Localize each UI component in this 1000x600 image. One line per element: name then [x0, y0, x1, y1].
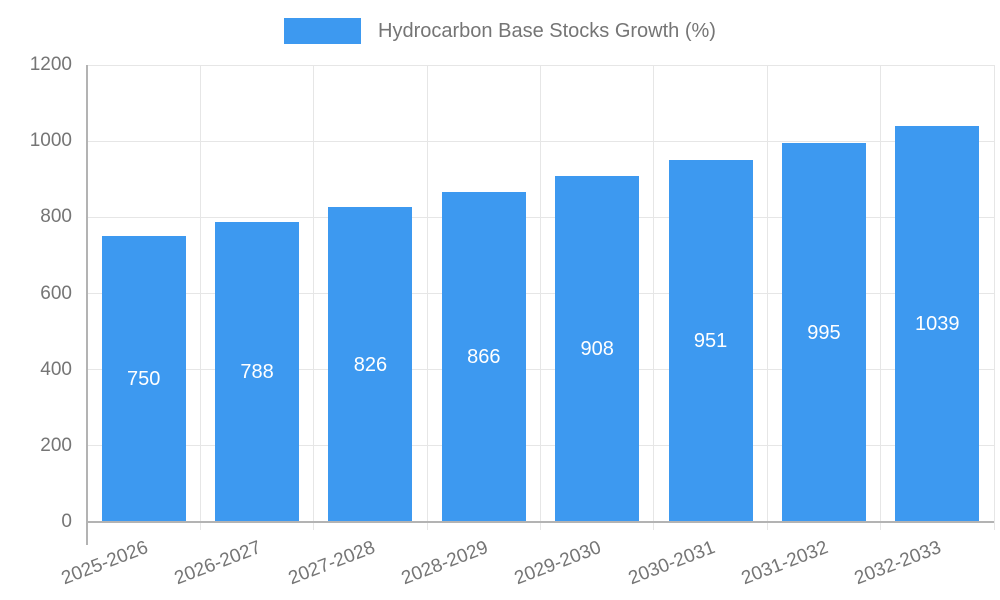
- bar[interactable]: 995: [781, 143, 866, 522]
- gridline-vertical: [199, 65, 201, 530]
- x-axis-tick-label: 2027-2028: [285, 537, 378, 590]
- x-axis-tick-label: 2032-2033: [852, 537, 945, 590]
- legend-label[interactable]: Hydrocarbon Base Stocks Growth (%): [378, 19, 716, 42]
- gridline-vertical: [653, 65, 655, 530]
- gridline-vertical: [540, 65, 541, 530]
- x-axis-line: [87, 521, 994, 523]
- x-axis-tick-label: 2029-2030: [511, 537, 605, 590]
- bar[interactable]: 788: [215, 221, 299, 522]
- gridline-vertical: [313, 65, 315, 530]
- bar[interactable]: 1039: [895, 126, 980, 522]
- y-axis-line: [86, 65, 88, 545]
- legend-swatch[interactable]: [284, 18, 362, 44]
- y-axis-tick-label: 1200: [29, 54, 72, 75]
- bar-value-label: 995: [807, 321, 841, 344]
- bar-value-label: 1039: [915, 313, 960, 336]
- bar-value-label: 866: [467, 346, 501, 369]
- y-axis-tick-label: 400: [40, 358, 72, 380]
- bar-value-label: 908: [580, 338, 614, 361]
- bar[interactable]: 826: [328, 207, 413, 522]
- bar-value-label: 750: [126, 368, 161, 391]
- x-axis-tick-label: 2028-2029: [398, 537, 491, 590]
- gridline-vertical: [993, 65, 995, 530]
- plot-area: 750 788 826 866 908 951 995 1039: [87, 64, 995, 530]
- x-axis-tick-label: 2025-2026: [58, 537, 151, 590]
- gridline-vertical: [426, 65, 428, 530]
- y-axis-tick-label: 0: [61, 511, 72, 532]
- y-axis-tick-label: 600: [40, 282, 72, 304]
- x-axis-tick-label: 2031-2032: [738, 537, 832, 590]
- chart-legend: Hydrocarbon Base Stocks Growth (%): [0, 14, 1000, 48]
- y-axis-tick-label: 1000: [29, 130, 72, 152]
- gridline-vertical: [766, 65, 768, 530]
- x-axis-tick-label: 2026-2027: [171, 537, 265, 590]
- bar-value-label: 788: [240, 360, 274, 383]
- bar[interactable]: 908: [555, 176, 640, 522]
- bar[interactable]: 951: [668, 159, 753, 522]
- bar[interactable]: 866: [441, 192, 526, 522]
- bar-value-label: 951: [693, 329, 728, 352]
- bar-value-label: 826: [353, 353, 388, 376]
- bar[interactable]: 750: [101, 236, 186, 522]
- gridline-vertical: [880, 65, 882, 530]
- y-axis-tick-label: 200: [40, 434, 72, 456]
- x-axis-tick-label: 2030-2031: [625, 537, 718, 590]
- y-axis-tick-label: 800: [40, 206, 72, 228]
